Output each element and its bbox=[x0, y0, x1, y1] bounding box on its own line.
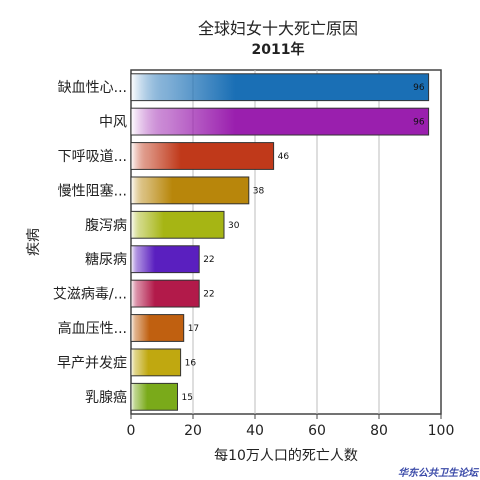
data-label: 22 bbox=[203, 255, 214, 265]
category-label: 高血压性... bbox=[58, 320, 127, 337]
data-label: 16 bbox=[185, 358, 197, 368]
bar bbox=[130, 348, 182, 377]
category-label: 乳腺癌 bbox=[85, 390, 127, 406]
bar bbox=[130, 382, 178, 411]
bar bbox=[130, 107, 430, 136]
bars: 缺血性心... 96 中风 96 下呼吸道... 46 慢性阻塞... 38 腹泻病 30 糖尿病 2… bbox=[53, 73, 430, 411]
x-tick-label: 40 bbox=[246, 423, 264, 439]
category-label: 中风 bbox=[99, 115, 127, 131]
category-label: 下呼吸道... bbox=[58, 149, 127, 165]
category-label: 缺血性心... bbox=[58, 80, 127, 96]
bar bbox=[130, 314, 185, 342]
data-label: 46 bbox=[278, 152, 290, 162]
bar bbox=[130, 142, 275, 170]
category-label: 艾滋病毒/... bbox=[53, 287, 127, 303]
category-label: 慢性阻塞... bbox=[58, 182, 127, 199]
bar bbox=[130, 245, 200, 274]
x-tick-label: 80 bbox=[370, 423, 388, 439]
data-label: 17 bbox=[188, 324, 199, 334]
data-label: 30 bbox=[228, 221, 240, 231]
x-tick-label: 0 bbox=[127, 423, 136, 439]
x-axis-ticks: 0 20 40 60 80 100 bbox=[127, 414, 455, 439]
bar bbox=[130, 73, 430, 102]
chart-subtitle: 2011年 bbox=[252, 41, 305, 58]
category-label: 糖尿病 bbox=[85, 252, 127, 268]
chart-title: 全球妇女十大死亡原因 bbox=[198, 19, 358, 38]
data-label: 96 bbox=[413, 83, 425, 93]
bar bbox=[130, 210, 225, 239]
x-tick-label: 60 bbox=[308, 423, 326, 439]
data-label: 22 bbox=[203, 290, 214, 300]
data-label: 38 bbox=[253, 186, 265, 196]
x-axis-title: 每10万人口的死亡人数 bbox=[214, 448, 358, 464]
watermark: 华东公共卫生论坛 bbox=[398, 467, 480, 479]
bar bbox=[130, 176, 250, 205]
y-axis-title: 疾病 bbox=[26, 228, 42, 256]
x-tick-label: 20 bbox=[184, 423, 202, 439]
category-label: 腹泻病 bbox=[85, 217, 127, 234]
bar bbox=[130, 279, 200, 308]
category-label: 早产并发症 bbox=[57, 355, 127, 371]
data-label: 15 bbox=[182, 393, 193, 403]
data-label: 96 bbox=[413, 118, 425, 128]
x-tick-label: 100 bbox=[428, 423, 455, 439]
